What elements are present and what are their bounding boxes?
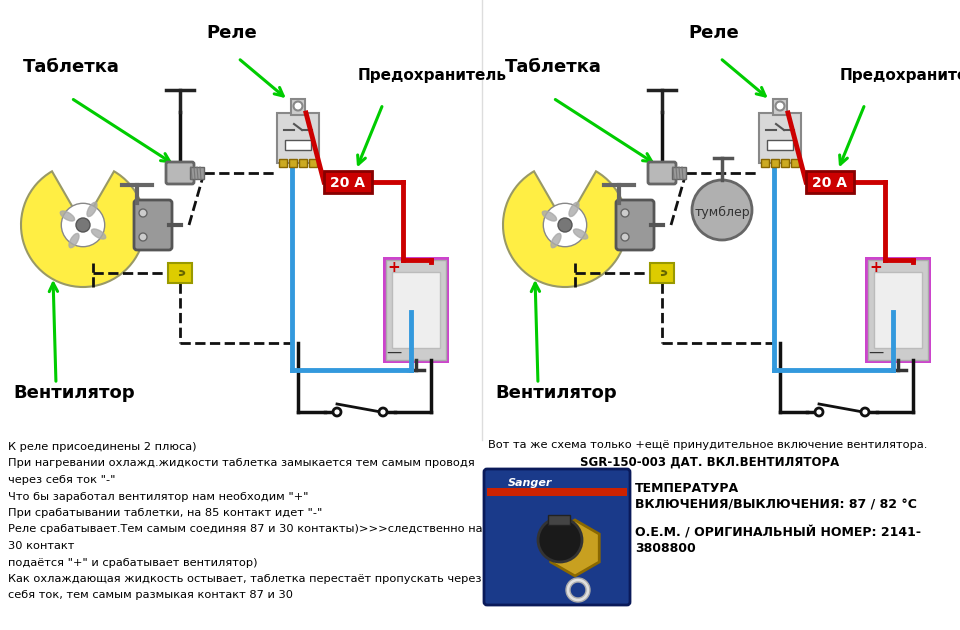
Circle shape [61, 203, 105, 247]
Text: Таблетка: Таблетка [505, 58, 602, 76]
Bar [168, 263, 192, 283]
Bar [291, 99, 305, 115]
Bar [761, 159, 769, 167]
Ellipse shape [551, 234, 561, 248]
Bar [771, 159, 779, 167]
Bar [299, 159, 307, 167]
Text: SGR-150-003 ДАТ. ВКЛ.ВЕНТИЛЯТОРА: SGR-150-003 ДАТ. ВКЛ.ВЕНТИЛЯТОРА [580, 456, 839, 469]
Text: К реле присоединены 2 плюса): К реле присоединены 2 плюса) [8, 442, 197, 452]
Text: Вентилятор: Вентилятор [495, 384, 616, 402]
Circle shape [76, 218, 90, 232]
Text: +: + [870, 260, 882, 275]
Bar [487, 488, 627, 496]
Text: подаётся "+" и срабатывает вентилятор): подаётся "+" и срабатывает вентилятор) [8, 558, 257, 568]
Bar [289, 159, 297, 167]
Text: Реле: Реле [206, 24, 256, 42]
Text: При срабатывании таблетки, на 85 контакт идет "-": При срабатывании таблетки, на 85 контакт… [8, 508, 323, 518]
Text: 20 А: 20 А [812, 176, 848, 190]
Circle shape [538, 518, 582, 562]
Bar [865, 257, 931, 363]
Text: Таблетка: Таблетка [23, 58, 120, 76]
Text: —: — [386, 345, 401, 360]
Text: Реле: Реле [688, 24, 739, 42]
Circle shape [861, 408, 869, 416]
Ellipse shape [69, 234, 79, 248]
Bar [279, 159, 287, 167]
Text: При нагревании охлажд.жидкости таблетка замыкается тем самым проводя: При нагревании охлажд.жидкости таблетка … [8, 459, 475, 469]
Text: Вот та же схема только +ещё принудительное включение вентилятора.: Вот та же схема только +ещё принудительн… [488, 440, 927, 450]
Circle shape [139, 233, 147, 241]
Text: Как охлаждающая жидкость остывает, таблетка перестаёт пропускать через: Как охлаждающая жидкость остывает, табле… [8, 574, 482, 584]
Text: ТЕМПЕРАТУРА: ТЕМПЕРАТУРА [635, 482, 739, 495]
Text: 3808800: 3808800 [635, 542, 696, 555]
Wedge shape [21, 171, 145, 287]
Bar [309, 159, 317, 167]
Text: +: + [388, 260, 400, 275]
Circle shape [692, 180, 752, 240]
Ellipse shape [542, 211, 557, 221]
Circle shape [294, 101, 302, 110]
Bar [868, 260, 928, 360]
Ellipse shape [60, 211, 75, 221]
Text: через себя ток "-": через себя ток "-" [8, 475, 115, 485]
Ellipse shape [87, 202, 97, 217]
Text: Что бы заработал вентилятор нам необходим "+": Что бы заработал вентилятор нам необходи… [8, 491, 308, 501]
Text: 20 А: 20 А [330, 176, 366, 190]
FancyBboxPatch shape [616, 200, 654, 250]
Bar [791, 159, 799, 167]
Circle shape [333, 408, 341, 416]
Text: Sanger: Sanger [508, 478, 552, 488]
Circle shape [621, 209, 629, 217]
Text: Реле срабатывает.Тем самым соединяя 87 и 30 контакты)>>>следственно на: Реле срабатывает.Тем самым соединяя 87 и… [8, 525, 483, 534]
Text: Предохранитель: Предохранитель [840, 68, 960, 83]
Bar [672, 167, 686, 179]
Bar [759, 113, 801, 163]
Text: 30 контакт: 30 контакт [8, 541, 74, 551]
Text: —: — [869, 345, 883, 360]
Text: себя ток, тем самым размыкая контакт 87 и 30: себя ток, тем самым размыкая контакт 87 … [8, 590, 293, 600]
Text: ВКЛЮЧЕНИЯ/ВЫКЛЮЧЕНИЯ: 87 / 82 °С: ВКЛЮЧЕНИЯ/ВЫКЛЮЧЕНИЯ: 87 / 82 °С [635, 498, 917, 511]
Circle shape [621, 233, 629, 241]
Text: Вентилятор: Вентилятор [13, 384, 134, 402]
Bar [324, 171, 372, 193]
Text: Предохранитель: Предохранитель [358, 68, 507, 83]
Ellipse shape [573, 229, 588, 239]
Bar [383, 257, 449, 363]
Bar [277, 113, 319, 163]
FancyBboxPatch shape [134, 200, 172, 250]
Bar [386, 260, 446, 360]
Ellipse shape [91, 229, 106, 239]
Circle shape [379, 408, 387, 416]
Ellipse shape [569, 202, 579, 217]
Bar [874, 272, 922, 348]
Bar [806, 171, 854, 193]
Bar [773, 99, 787, 115]
FancyBboxPatch shape [484, 469, 630, 605]
Bar [767, 140, 793, 150]
FancyBboxPatch shape [166, 162, 194, 184]
Circle shape [558, 218, 572, 232]
Circle shape [815, 408, 823, 416]
Wedge shape [503, 171, 627, 287]
Circle shape [139, 209, 147, 217]
Bar [392, 272, 440, 348]
Bar [285, 140, 311, 150]
Bar [781, 159, 789, 167]
Bar [650, 263, 674, 283]
FancyBboxPatch shape [648, 162, 676, 184]
Circle shape [776, 101, 784, 110]
Text: тумблер: тумблер [694, 205, 750, 219]
Text: О.Е.М. / ОРИГИНАЛЬНЫЙ НОМЕР: 2141-: О.Е.М. / ОРИГИНАЛЬНЫЙ НОМЕР: 2141- [635, 526, 921, 539]
Bar [190, 167, 204, 179]
Circle shape [543, 203, 587, 247]
Bar [548, 515, 570, 525]
